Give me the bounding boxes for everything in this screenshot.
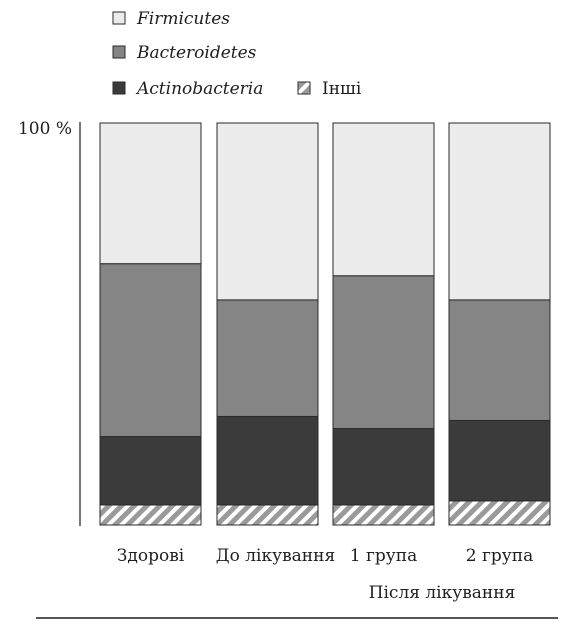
- category-labels: Здорові До лікування 1 група 2 група: [117, 546, 533, 566]
- bars: [99, 122, 551, 526]
- bar-segment-firmicutes-здорові: [99, 122, 202, 265]
- legend-item-firmicutes: Firmicutes: [112, 9, 230, 29]
- legend-swatch-actinobacteria: [112, 81, 126, 95]
- bar-segment-actinobacteria-2-група: [448, 419, 551, 502]
- category-group-label: Після лікування: [369, 583, 516, 603]
- legend-label-bacteroidetes: Bacteroidetes: [136, 43, 257, 63]
- bar-segment-actinobacteria-до-лікування: [216, 415, 319, 506]
- legend-swatch-інші: [297, 81, 311, 95]
- bar-segment-firmicutes-1-група: [332, 122, 435, 277]
- legend-item-bacteroidetes: Bacteroidetes: [112, 43, 257, 63]
- legend-label-інші: Інші: [322, 79, 362, 99]
- bar-stack-1-група: [332, 122, 435, 526]
- legend-label-firmicutes: Firmicutes: [136, 9, 230, 29]
- bar-segment-bacteroidetes-до-лікування: [216, 299, 319, 417]
- category-label-здорові: Здорові: [117, 546, 185, 566]
- legend-item-інші: Інші: [297, 79, 362, 99]
- bar-segment-інші-1-група: [332, 504, 435, 526]
- bar-segment-actinobacteria-1-група: [332, 428, 435, 506]
- category-label-до-лікування: До лікування: [216, 546, 335, 566]
- bar-segment-інші-до-лікування: [216, 504, 319, 526]
- bar-segment-actinobacteria-здорові: [99, 436, 202, 506]
- bar-segment-bacteroidetes-1-група: [332, 275, 435, 430]
- category-label-2-група: 2 група: [466, 546, 533, 566]
- y-axis: 100 %: [18, 119, 81, 526]
- bar-segment-firmicutes-2-група: [448, 122, 551, 301]
- bar-stack-здорові: [99, 122, 202, 526]
- bar-stack-2-група: [448, 122, 551, 526]
- bar-segment-інші-2-група: [448, 500, 551, 526]
- bar-stack-до-лікування: [216, 122, 319, 526]
- bar-segment-bacteroidetes-2-група: [448, 299, 551, 421]
- legend-swatch-bacteroidetes: [112, 45, 126, 59]
- legend-swatch-firmicutes: [112, 11, 126, 25]
- bar-segment-інші-здорові: [99, 504, 202, 526]
- category-label-1-група: 1 група: [350, 546, 417, 566]
- legend-item-actinobacteria: Actinobacteria: [112, 79, 263, 99]
- legend: Firmicutes Bacteroidetes Actinobacteria Інш…: [112, 9, 362, 99]
- bar-segment-firmicutes-до-лікування: [216, 122, 319, 301]
- bar-segment-bacteroidetes-здорові: [99, 263, 202, 438]
- legend-label-actinobacteria: Actinobacteria: [135, 79, 263, 99]
- y-tick-label-100: 100 %: [18, 119, 72, 139]
